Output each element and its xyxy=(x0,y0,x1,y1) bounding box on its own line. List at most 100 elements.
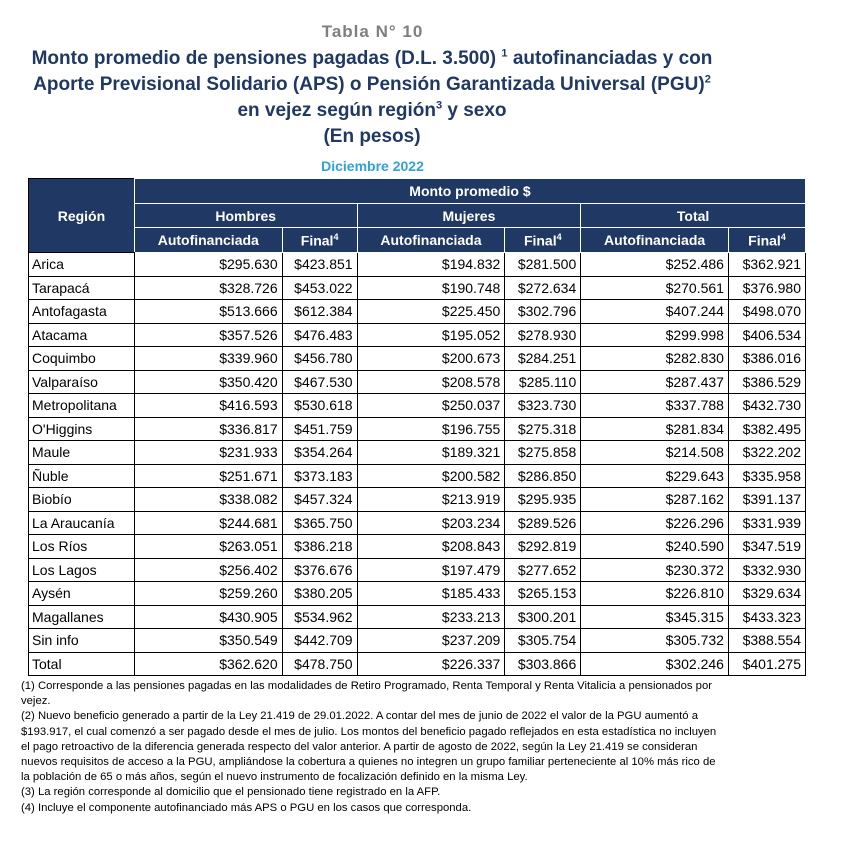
value-cell: $190.748 xyxy=(356,275,506,300)
value-cell: $229.643 xyxy=(580,463,729,488)
title-part-3: en vejez según región xyxy=(237,100,436,121)
value-cell: $362.620 xyxy=(133,651,283,676)
value-cell: $240.590 xyxy=(580,534,729,559)
value-cell: $259.260 xyxy=(133,581,283,606)
value-cell: $226.296 xyxy=(580,510,729,535)
value-cell: $300.201 xyxy=(504,604,582,629)
value-cell: $382.495 xyxy=(727,416,807,441)
region-cell: Tarapacá xyxy=(28,275,135,300)
header-monto: Monto promedio $ xyxy=(133,178,807,204)
value-cell: $299.998 xyxy=(580,322,729,347)
value-cell: $200.582 xyxy=(356,463,506,488)
value-cell: $213.919 xyxy=(356,487,506,512)
value-cell: $347.519 xyxy=(727,534,807,559)
value-cell: $282.830 xyxy=(580,346,729,371)
region-cell: O'Higgins xyxy=(28,416,135,441)
value-cell: $329.634 xyxy=(727,581,807,606)
value-cell: $287.437 xyxy=(580,369,729,394)
value-cell: $295.630 xyxy=(133,252,283,277)
table-row: Maule $231.933 $354.264 $189.321 $275.858 $21… xyxy=(28,440,807,465)
region-cell: Metropolitana xyxy=(28,393,135,418)
table-row: Los Lagos $256.402 $376.676 $197.479 $277.65… xyxy=(28,557,807,582)
value-cell: $185.433 xyxy=(356,581,506,606)
value-cell: $335.958 xyxy=(727,463,807,488)
value-cell: $233.213 xyxy=(356,604,506,629)
value-cell: $534.962 xyxy=(281,604,358,629)
value-cell: $275.858 xyxy=(504,440,582,465)
value-cell: $244.681 xyxy=(133,510,283,535)
table-row: Biobío $338.082 $457.324 $213.919 $295.935 $2… xyxy=(28,487,807,512)
value-cell: $365.750 xyxy=(281,510,358,535)
value-cell: $331.939 xyxy=(727,510,807,535)
value-cell: $456.780 xyxy=(281,346,358,371)
title-units: (En pesos) xyxy=(323,126,421,147)
value-cell: $272.634 xyxy=(504,275,582,300)
value-cell: $226.337 xyxy=(356,651,506,676)
header-total-final: Final4 xyxy=(727,227,807,253)
value-cell: $303.866 xyxy=(504,651,582,676)
table-row: Ñuble $251.671 $373.183 $200.582 $286.850 $22… xyxy=(28,463,807,488)
table-row: Metropolitana $416.593 $530.618 $250.037 $32… xyxy=(28,393,807,418)
header-region: Región xyxy=(28,178,135,253)
value-cell: $386.529 xyxy=(727,369,807,394)
value-cell: $350.420 xyxy=(133,369,283,394)
region-cell: Coquimbo xyxy=(28,346,135,371)
header-hombres-auto: Autofinanciada xyxy=(133,227,283,253)
value-cell: $237.209 xyxy=(356,628,506,653)
value-cell: $263.051 xyxy=(133,534,283,559)
value-cell: $453.022 xyxy=(281,275,358,300)
value-cell: $277.652 xyxy=(504,557,582,582)
value-cell: $401.275 xyxy=(727,651,807,676)
value-cell: $407.244 xyxy=(580,299,729,324)
title-part-4: y sexo xyxy=(442,100,507,121)
value-cell: $252.486 xyxy=(580,252,729,277)
value-cell: $337.788 xyxy=(580,393,729,418)
value-cell: $197.479 xyxy=(356,557,506,582)
value-cell: $323.730 xyxy=(504,393,582,418)
table-row: Magallanes $430.905 $534.962 $233.213 $300.2… xyxy=(28,604,807,629)
table-row: Total $362.620 $478.750 $226.337 $303.866 $30… xyxy=(28,651,807,676)
value-cell: $423.851 xyxy=(281,252,358,277)
title-footnote-3: 3 xyxy=(435,99,443,112)
value-cell: $451.759 xyxy=(281,416,358,441)
value-cell: $339.960 xyxy=(133,346,283,371)
value-cell: $295.935 xyxy=(504,487,582,512)
region-cell: La Araucanía xyxy=(28,510,135,535)
value-cell: $457.324 xyxy=(281,487,358,512)
value-cell: $467.530 xyxy=(281,369,358,394)
value-cell: $196.755 xyxy=(356,416,506,441)
title-footnote-2: 2 xyxy=(704,73,711,86)
title-part-2: autofinanciadas y con Aporte Previsional… xyxy=(33,48,713,95)
header-mujeres-auto: Autofinanciada xyxy=(356,227,506,253)
value-cell: $476.483 xyxy=(281,322,358,347)
value-cell: $336.817 xyxy=(133,416,283,441)
value-cell: $322.202 xyxy=(727,440,807,465)
value-cell: $225.450 xyxy=(356,299,506,324)
value-cell: $278.930 xyxy=(504,322,582,347)
table-row: O'Higgins $336.817 $451.759 $196.755 $275.31… xyxy=(28,416,807,441)
value-cell: $208.578 xyxy=(356,369,506,394)
region-cell: Antofagasta xyxy=(28,299,135,324)
region-cell: Biobío xyxy=(28,487,135,512)
header-hombres: Hombres xyxy=(133,203,358,228)
table-row: La Araucanía $244.681 $365.750 $203.234 $289… xyxy=(28,510,807,535)
table-row: Arica $295.630 $423.851 $194.832 $281.500 $25… xyxy=(28,252,807,277)
table-row: Atacama $357.526 $476.483 $195.052 $278.930 $… xyxy=(28,322,807,347)
value-cell: $376.676 xyxy=(281,557,358,582)
table-row: Valparaíso $350.420 $467.530 $208.578 $285.1… xyxy=(28,369,807,394)
value-cell: $386.016 xyxy=(727,346,807,371)
value-cell: $478.750 xyxy=(281,651,358,676)
value-cell: $530.618 xyxy=(281,393,358,418)
value-cell: $386.218 xyxy=(281,534,358,559)
value-cell: $214.508 xyxy=(580,440,729,465)
header-mujeres-final: Final4 xyxy=(504,227,582,253)
value-cell: $498.070 xyxy=(727,299,807,324)
value-cell: $250.037 xyxy=(356,393,506,418)
footnote-4: (4) Incluye el componente autofinanciado… xyxy=(21,801,472,814)
footnote-2: (2) Nuevo beneficio generado a partir de… xyxy=(21,710,717,784)
table-row: Antofagasta $513.666 $612.384 $225.450 $302.… xyxy=(28,299,807,324)
region-cell: Aysén xyxy=(28,581,135,606)
region-cell: Magallanes xyxy=(28,604,135,629)
value-cell: $345.315 xyxy=(580,604,729,629)
